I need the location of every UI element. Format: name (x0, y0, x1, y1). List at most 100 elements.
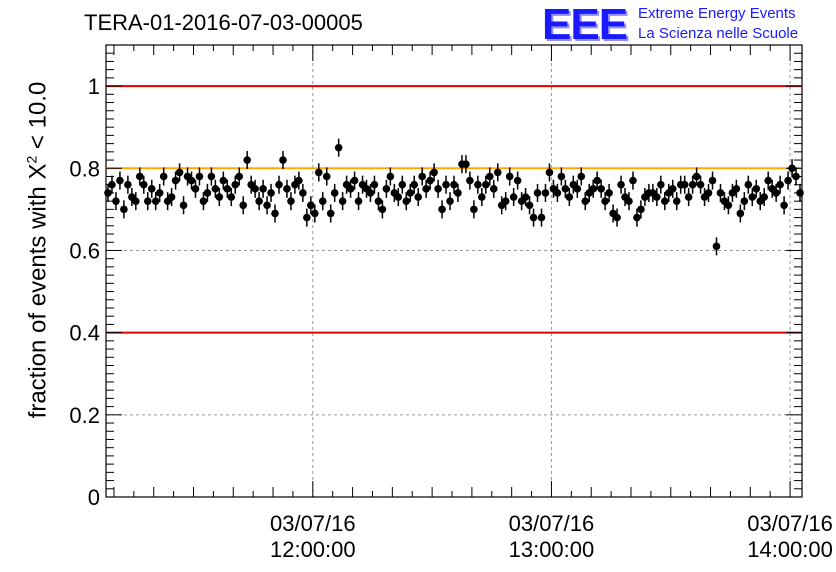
data-point (326, 209, 335, 218)
data-point (752, 185, 761, 193)
data-point (259, 185, 267, 193)
data-point (303, 213, 311, 222)
data-point (672, 197, 681, 205)
data-point (684, 193, 693, 201)
data-point (692, 172, 701, 181)
data-point (525, 201, 534, 210)
data-point (688, 180, 697, 189)
data-point (593, 176, 601, 185)
data-point (239, 201, 248, 210)
data-point (211, 185, 220, 193)
eee-logo: EEE Extreme Energy Events La Scienza nel… (542, 0, 832, 49)
data-point (605, 189, 613, 197)
data-point (136, 172, 144, 181)
y-tick-label: 1 (88, 74, 100, 99)
logo-line-2: La Scienza nelle Scuole (638, 25, 799, 42)
data-point (151, 197, 160, 205)
data-point (139, 180, 148, 189)
data-point (736, 209, 745, 218)
data-point (680, 180, 689, 189)
data-point (334, 143, 343, 152)
data-point (541, 189, 550, 197)
data-point (760, 193, 769, 201)
logo-line-1: Extreme Energy Events (638, 5, 796, 22)
data-point (386, 172, 395, 181)
data-point (629, 176, 637, 185)
data-point (482, 180, 490, 189)
data-point (422, 185, 430, 193)
data-point (132, 197, 140, 205)
data-point (780, 201, 788, 210)
data-point (283, 185, 291, 193)
data-point (557, 172, 566, 181)
data-point (478, 193, 486, 201)
data-point (505, 172, 514, 181)
data-point (577, 172, 586, 181)
data-point (167, 193, 176, 201)
data-point (215, 193, 224, 201)
data-point (338, 197, 347, 205)
x-tick-label-time: 13:00:00 (509, 537, 595, 562)
data-point (784, 176, 792, 185)
data-point (207, 172, 216, 181)
data-point (116, 176, 124, 185)
data-point (581, 197, 590, 205)
data-point (442, 180, 450, 189)
data-point (466, 176, 474, 185)
data-point (295, 176, 303, 185)
data-point (307, 201, 315, 210)
plot-frame (105, 44, 803, 498)
data-point (227, 193, 236, 201)
data-point (203, 189, 212, 197)
data-point (147, 185, 156, 193)
y-tick-label: 0.4 (69, 321, 100, 346)
data-point (394, 193, 403, 201)
data-point (112, 197, 120, 205)
data-point (597, 185, 605, 193)
data-point (322, 172, 331, 181)
data-point (354, 197, 363, 205)
x-tick-label-date: 03/07/16 (270, 511, 356, 536)
data-point (175, 168, 184, 177)
data-point (120, 205, 128, 214)
data-point (223, 185, 232, 193)
data-point (235, 172, 244, 181)
data-point (462, 160, 470, 168)
data-point (573, 185, 582, 193)
data-point (346, 185, 355, 193)
data-point (513, 176, 522, 185)
data-point (446, 197, 454, 205)
data-point (617, 180, 625, 189)
data-point (704, 189, 713, 197)
data-point (438, 205, 446, 214)
logo-letters: EEE (542, 0, 628, 49)
data-point (625, 197, 633, 205)
data-point (350, 176, 359, 185)
data-point (199, 197, 208, 205)
data-point (474, 180, 482, 189)
data-point (434, 185, 442, 193)
data-point (159, 172, 168, 181)
data-point (501, 197, 510, 205)
data-point (255, 197, 263, 205)
data-point (724, 201, 733, 210)
data-point (124, 180, 132, 189)
data-point (251, 185, 259, 193)
data-point (382, 185, 391, 193)
data-point (509, 193, 518, 201)
data-point (772, 189, 780, 197)
data-point (533, 189, 542, 197)
data-point (776, 180, 784, 189)
chart-title: TERA-01-2016-07-03-00005 (84, 10, 363, 35)
data-point (537, 213, 546, 222)
data-point (418, 172, 426, 181)
data-point (788, 164, 796, 173)
data-point (402, 197, 411, 205)
data-point (454, 189, 462, 197)
data-point (470, 205, 478, 214)
x-tick-label-time: 12:00:00 (270, 537, 356, 562)
data-point (330, 189, 339, 197)
data-point (430, 168, 438, 177)
data-point (374, 197, 383, 205)
data-point (485, 172, 494, 181)
